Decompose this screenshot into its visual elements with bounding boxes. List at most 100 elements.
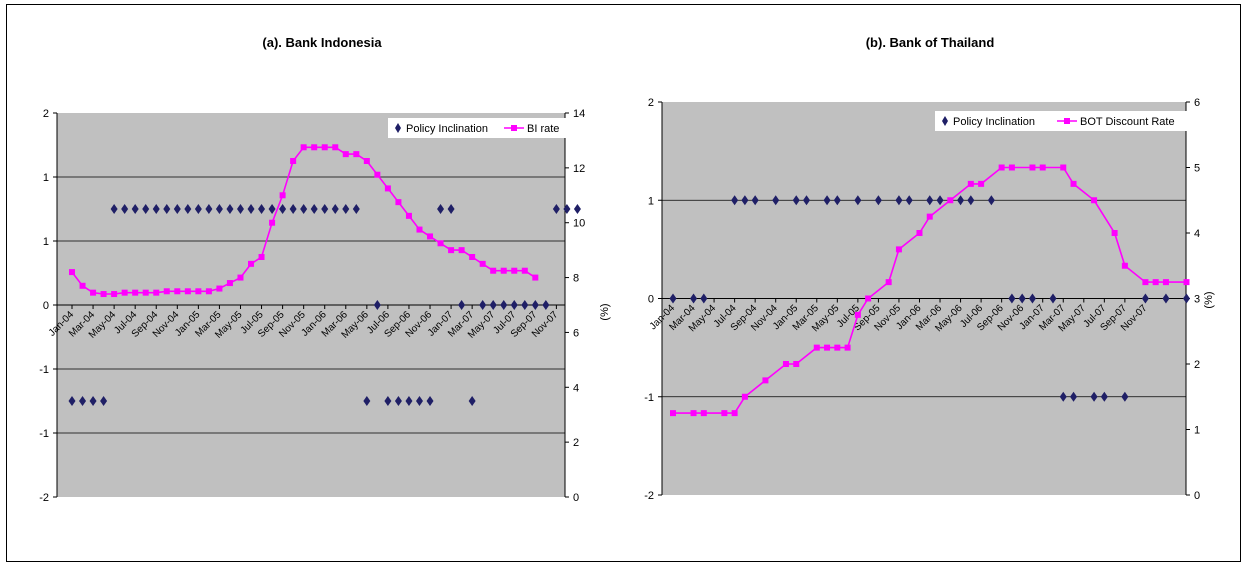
data-point-policy [772, 195, 780, 206]
data-point-policy [823, 195, 831, 206]
data-point-rate [216, 285, 223, 292]
chart-title: (a). Bank Indonesia [262, 35, 382, 50]
data-point-policy [489, 300, 497, 310]
data-point-rate [342, 151, 349, 158]
data-point-rate [813, 344, 820, 351]
data-point-policy [352, 204, 360, 214]
data-point-rate [854, 311, 861, 318]
chart-title: (b). Bank of Thailand [866, 35, 995, 50]
data-point-rate [384, 185, 391, 192]
data-point-rate [947, 197, 954, 204]
data-point-policy [163, 204, 171, 214]
y2-tick-label: 5 [1194, 163, 1200, 175]
y-tick-label: 0 [648, 294, 654, 306]
data-point-rate [142, 289, 149, 296]
data-point-rate [163, 288, 170, 295]
data-point-policy [1059, 391, 1067, 402]
data-point-rate [521, 267, 528, 274]
y2-tick-label: 14 [573, 108, 585, 120]
data-point-rate [269, 219, 276, 226]
y2-tick-label: 0 [573, 492, 579, 504]
data-point-rate [405, 212, 412, 219]
data-point-policy [268, 204, 276, 214]
data-point-policy [68, 396, 76, 406]
data-point-rate [762, 377, 769, 384]
data-point-rate [490, 267, 497, 274]
data-point-rate [121, 289, 128, 296]
data-point-rate [353, 151, 360, 158]
data-point-rate [174, 288, 181, 295]
data-point-policy [100, 396, 108, 406]
data-point-rate [437, 240, 444, 247]
data-point-policy [215, 204, 223, 214]
data-point-rate [427, 233, 434, 240]
y2-tick-label: 6 [573, 327, 579, 339]
y2-tick-label: 3 [1194, 294, 1200, 306]
data-point-rate [300, 144, 307, 151]
data-point-rate [741, 393, 748, 400]
data-point-policy [405, 396, 413, 406]
data-point-policy [152, 204, 160, 214]
data-point-rate [690, 410, 697, 417]
y2-tick-label: 10 [573, 218, 585, 230]
data-point-rate [916, 230, 923, 236]
data-point-policy [936, 195, 944, 206]
data-point-policy [89, 396, 97, 406]
data-point-policy [957, 195, 965, 206]
data-point-rate [363, 158, 370, 164]
data-point-rate [90, 289, 97, 296]
data-point-policy [500, 300, 508, 310]
data-point-policy [751, 195, 759, 206]
data-point-rate [978, 180, 985, 187]
plot-area-group: -2-10120123456Jan-04Mar-04May-04Jul-04Se… [644, 97, 1200, 502]
data-point-policy [874, 195, 882, 206]
y2-tick-label: 2 [1194, 359, 1200, 371]
data-point-policy [173, 204, 181, 214]
data-point-rate [782, 361, 789, 367]
y-tick-label: -2 [644, 490, 654, 502]
data-point-rate [1183, 279, 1190, 286]
data-point-policy [1183, 293, 1190, 304]
data-point-policy [258, 204, 266, 214]
y-tick-label: 2 [43, 108, 49, 120]
data-point-rate [111, 291, 118, 298]
data-point-rate [1111, 230, 1118, 236]
data-point-policy [1100, 391, 1108, 402]
data-point-policy [121, 204, 129, 214]
y-tick-label: -1 [644, 392, 654, 404]
legend-label-policy: Policy Inclination [953, 116, 1035, 128]
legend: Policy Inclination BOT Discount Rate [935, 111, 1188, 131]
data-point-policy [110, 204, 118, 214]
data-point-rate [258, 254, 265, 260]
data-point-rate [1162, 279, 1169, 286]
data-point-rate [226, 280, 233, 287]
data-point-policy [236, 204, 244, 214]
data-point-rate [290, 158, 297, 164]
data-point-rate [895, 246, 902, 253]
data-point-policy [447, 204, 455, 214]
data-point-policy [394, 396, 402, 406]
data-point-policy [967, 195, 975, 206]
y-tick-label: 1 [648, 195, 654, 207]
data-point-policy [669, 293, 677, 304]
data-point-rate [670, 410, 676, 417]
y2-tick-label: 4 [573, 382, 579, 394]
data-point-policy [803, 195, 811, 206]
data-point-rate [321, 144, 328, 151]
data-point-policy [1008, 293, 1016, 304]
y2-tick-label: 1 [1194, 425, 1200, 437]
data-point-policy [415, 396, 423, 406]
legend-label-rate: BI rate [527, 123, 559, 135]
data-point-policy [247, 204, 255, 214]
data-point-policy [142, 204, 150, 214]
data-point-rate [205, 288, 212, 295]
data-point-policy [1090, 391, 1098, 402]
data-point-policy [792, 195, 800, 206]
data-point-rate [1152, 279, 1159, 286]
data-point-rate [100, 291, 107, 298]
data-point-policy [342, 204, 350, 214]
data-point-rate [793, 361, 800, 367]
data-point-rate [721, 410, 728, 417]
data-point-rate [248, 260, 255, 267]
